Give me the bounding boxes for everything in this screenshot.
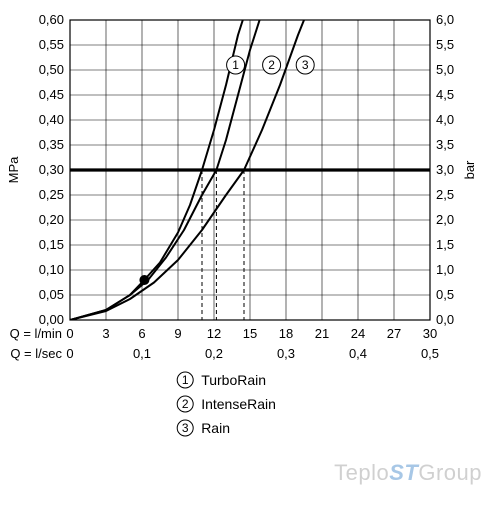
svg-text:12: 12 xyxy=(207,326,221,341)
svg-text:0,15: 0,15 xyxy=(39,237,64,252)
svg-text:0,45: 0,45 xyxy=(39,87,64,102)
svg-text:2,5: 2,5 xyxy=(436,187,454,202)
svg-text:4,0: 4,0 xyxy=(436,112,454,127)
svg-text:2: 2 xyxy=(268,58,275,72)
svg-text:0,10: 0,10 xyxy=(39,262,64,277)
svg-text:0: 0 xyxy=(66,326,73,341)
svg-text:4,5: 4,5 xyxy=(436,87,454,102)
svg-text:0,40: 0,40 xyxy=(39,112,64,127)
watermark: TeploSTGroup xyxy=(334,460,482,486)
svg-text:MPa: MPa xyxy=(6,156,21,184)
svg-text:2: 2 xyxy=(182,397,189,411)
svg-text:2,0: 2,0 xyxy=(436,212,454,227)
svg-text:27: 27 xyxy=(387,326,401,341)
svg-text:15: 15 xyxy=(243,326,257,341)
svg-text:IntenseRain: IntenseRain xyxy=(201,396,276,412)
svg-text:5,5: 5,5 xyxy=(436,37,454,52)
svg-text:0,00: 0,00 xyxy=(39,312,64,327)
svg-text:21: 21 xyxy=(315,326,329,341)
watermark-post: Group xyxy=(418,460,482,485)
svg-text:bar: bar xyxy=(462,160,477,179)
svg-text:0,55: 0,55 xyxy=(39,37,64,52)
svg-text:0,0: 0,0 xyxy=(436,312,454,327)
svg-text:30: 30 xyxy=(423,326,437,341)
svg-text:24: 24 xyxy=(351,326,365,341)
svg-text:1: 1 xyxy=(182,373,189,387)
svg-text:0,4: 0,4 xyxy=(349,346,367,361)
svg-text:Rain: Rain xyxy=(201,420,230,436)
svg-text:0,2: 0,2 xyxy=(205,346,223,361)
svg-text:3: 3 xyxy=(302,58,309,72)
svg-text:3: 3 xyxy=(182,421,189,435)
svg-text:3,0: 3,0 xyxy=(436,162,454,177)
svg-text:3,5: 3,5 xyxy=(436,137,454,152)
svg-text:3: 3 xyxy=(102,326,109,341)
svg-text:1,0: 1,0 xyxy=(436,262,454,277)
svg-text:0: 0 xyxy=(66,346,73,361)
svg-text:6,0: 6,0 xyxy=(436,12,454,27)
svg-text:0,5: 0,5 xyxy=(436,287,454,302)
svg-text:9: 9 xyxy=(174,326,181,341)
svg-text:0,35: 0,35 xyxy=(39,137,64,152)
svg-text:0,60: 0,60 xyxy=(39,12,64,27)
svg-text:0,30: 0,30 xyxy=(39,162,64,177)
svg-text:0,3: 0,3 xyxy=(277,346,295,361)
svg-text:0,1: 0,1 xyxy=(133,346,151,361)
svg-text:Q = l/sec: Q = l/sec xyxy=(10,346,62,361)
svg-text:0,5: 0,5 xyxy=(421,346,439,361)
svg-text:0,25: 0,25 xyxy=(39,187,64,202)
svg-text:Q = l/min: Q = l/min xyxy=(10,326,62,341)
svg-text:1,5: 1,5 xyxy=(436,237,454,252)
svg-text:6: 6 xyxy=(138,326,145,341)
svg-text:0,50: 0,50 xyxy=(39,62,64,77)
watermark-mid: ST xyxy=(389,460,418,485)
svg-text:TurboRain: TurboRain xyxy=(201,372,266,388)
watermark-pre: Teplo xyxy=(334,460,389,485)
flow-pressure-chart: 1230,000,050,100,150,200,250,300,350,400… xyxy=(0,0,500,500)
svg-text:5,0: 5,0 xyxy=(436,62,454,77)
svg-text:18: 18 xyxy=(279,326,293,341)
svg-text:0,05: 0,05 xyxy=(39,287,64,302)
svg-text:0,20: 0,20 xyxy=(39,212,64,227)
svg-text:1: 1 xyxy=(232,58,239,72)
